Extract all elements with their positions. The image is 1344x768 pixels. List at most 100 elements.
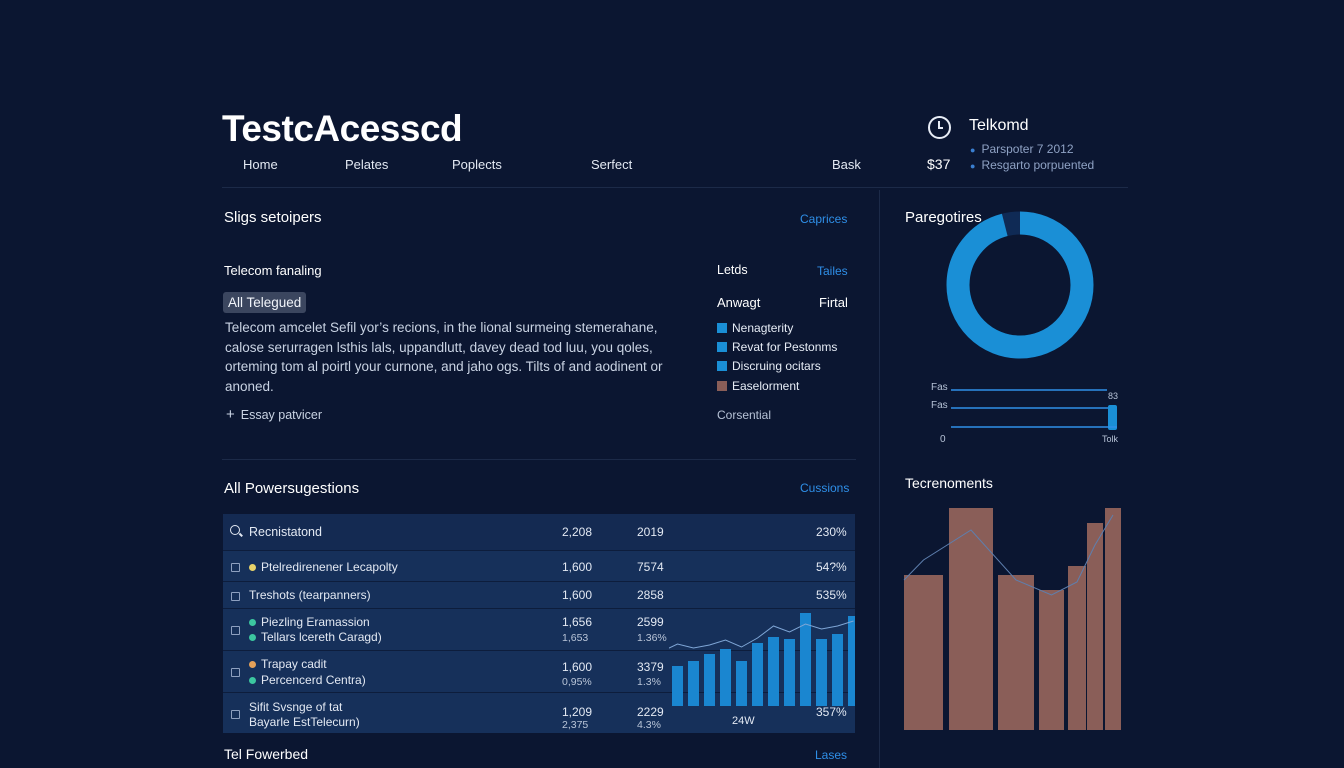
row-col2: 7574 <box>637 560 664 574</box>
side-bottom-title: Tecrenoments <box>905 475 993 491</box>
row-name-text: Piezling Eramassion <box>261 615 370 629</box>
row-col1-sub: 0,95% <box>562 676 592 688</box>
donut-chart <box>946 211 1094 359</box>
nav-pelates[interactable]: Pelates <box>345 157 389 172</box>
user-meta-1: ● Parspoter 7 2012 <box>970 142 1074 156</box>
side-bottom-bar-chart <box>903 508 1121 730</box>
user-meta-2-text: Resgarto porpuented <box>981 158 1095 172</box>
table-row[interactable]: Ptelredirenener Lecapolty 1,600 7574 54?… <box>223 550 855 582</box>
chart-bar <box>904 575 943 730</box>
chart-trend-line <box>669 620 854 649</box>
legend-swatch <box>717 323 727 333</box>
table-row[interactable]: Trapay cadit Percencerd Centra) 1,600 0,… <box>223 650 855 693</box>
row-col1: 1,600 <box>562 588 593 602</box>
price-label: $37 <box>927 156 951 172</box>
column-divider <box>879 190 880 768</box>
row-col3: 535% <box>816 588 847 602</box>
legend-item[interactable]: Easelorment <box>717 379 799 393</box>
table-row[interactable]: Sifit Svsnge of tat Bayarle EstTelecurn)… <box>223 692 855 733</box>
chart-bar <box>832 634 843 706</box>
legend-label: Discruing ocitars <box>732 359 821 373</box>
row-col2-sub: 1.3% <box>637 676 661 688</box>
user-meta-1-text: Parspoter 7 2012 <box>981 142 1074 156</box>
status-dot-icon <box>249 564 256 571</box>
filter-badge[interactable]: All Telegued <box>223 292 307 313</box>
plus-icon: + <box>226 406 235 423</box>
chart-bar <box>768 637 779 706</box>
row-col2-sub: 1.36% <box>637 632 667 644</box>
chart-bar <box>688 661 699 706</box>
axis-start: 0 <box>940 434 946 445</box>
row-checkbox[interactable] <box>231 626 240 635</box>
status-dot-icon <box>249 677 256 684</box>
status-dot-icon <box>249 661 256 668</box>
dot-icon: ● <box>970 145 976 155</box>
description-paragraph: Telecom amcelet Sefil yor’s recions, in … <box>225 320 663 394</box>
table-header: Recnistatond 2,208 2019 230% <box>223 514 855 550</box>
row-name: Sifit Svsnge of tat <box>249 700 343 714</box>
side-top-title: Paregotires <box>905 209 982 226</box>
table-row[interactable]: Piezling Eramassion Tellars lcereth Cara… <box>223 608 855 651</box>
bar-marker <box>1108 405 1117 430</box>
section-divider <box>222 459 856 460</box>
add-item-label: Essay patvicer <box>240 408 323 422</box>
row-col1-sub: 2,375 <box>562 719 589 731</box>
legend-item[interactable]: Discruing ocitars <box>717 359 821 373</box>
header-divider <box>222 187 1128 188</box>
chart-bar <box>672 666 683 706</box>
nav-poplects[interactable]: Poplects <box>452 157 502 172</box>
legend-item[interactable]: Revat for Pestonms <box>717 340 837 354</box>
row-checkbox[interactable] <box>231 592 240 601</box>
table-chart-label: 24W <box>732 715 755 727</box>
row-name-text: Ptelredirenener Lecapolty <box>261 560 398 574</box>
table-bar-chart: 24W <box>669 613 855 727</box>
legend-item[interactable]: Nenagterity <box>717 321 793 335</box>
table-row[interactable]: Treshots (tearpanners) 1,600 2858 535% <box>223 581 855 609</box>
row-col2: 2229 <box>637 705 664 719</box>
row-col2: 2599 <box>637 615 664 629</box>
chart-bar <box>998 575 1034 730</box>
chart-bar <box>720 649 731 706</box>
footer-title: Tel Fowerbed <box>224 746 309 762</box>
chart-bar <box>848 616 855 706</box>
chart-bar <box>1068 566 1086 730</box>
row-name: Piezling Eramassion <box>249 615 370 629</box>
footer-link[interactable]: Lases <box>815 748 848 762</box>
bar-value: 83 <box>1108 391 1118 401</box>
nav-home[interactable]: Home <box>243 157 278 172</box>
section1-subtitle: Telecom fanaling <box>224 263 322 278</box>
clock-icon[interactable] <box>928 116 951 139</box>
row-col2: 3379 <box>637 660 664 674</box>
nav-serfect[interactable]: Serfect <box>591 157 633 172</box>
chart-bar <box>736 661 747 706</box>
row-col1: 1,209 <box>562 705 593 719</box>
row-col1: 1,600 <box>562 560 593 574</box>
bar-label: Fas <box>931 382 948 393</box>
legend-swatch <box>717 361 727 371</box>
row-name-text: Trapay cadit <box>261 657 327 671</box>
row-checkbox[interactable] <box>231 563 240 572</box>
chart-bar <box>1087 523 1103 730</box>
chart-bar <box>1039 590 1064 730</box>
row-name-secondary: Tellars lcereth Caragd) <box>249 630 382 644</box>
row-col2: 2858 <box>637 588 664 602</box>
donut-arc <box>946 211 1094 359</box>
user-name[interactable]: Telkomd <box>969 117 1029 134</box>
row-checkbox[interactable] <box>231 668 240 677</box>
row-checkbox[interactable] <box>231 710 240 719</box>
chart-bar <box>800 613 811 706</box>
search-icon[interactable] <box>230 525 240 535</box>
row-name: Treshots (tearpanners) <box>249 588 371 602</box>
chart-bar <box>752 643 763 706</box>
status-dot-icon <box>249 634 256 641</box>
section1-link[interactable]: Caprices <box>800 212 848 226</box>
col-right-link[interactable]: Tailes <box>817 264 848 278</box>
header-name: Recnistatond <box>249 525 322 539</box>
app-title: TestcAcesscd <box>222 108 463 149</box>
add-item-button[interactable]: + Essay patvicer <box>226 406 322 423</box>
legend-label: Revat for Pestonms <box>732 340 838 354</box>
section2-link[interactable]: Cussions <box>800 481 850 495</box>
nav-bask[interactable]: Bask <box>832 157 861 172</box>
legend-label: Easelorment <box>732 379 800 393</box>
row-name-text: Percencerd Centra) <box>261 673 366 687</box>
